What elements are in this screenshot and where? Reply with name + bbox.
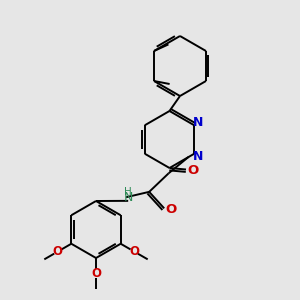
Text: N: N (193, 116, 203, 129)
Text: N: N (124, 191, 133, 204)
Text: O: O (165, 203, 176, 216)
Text: H: H (124, 188, 132, 197)
Text: O: O (91, 267, 101, 280)
Text: N: N (193, 150, 203, 163)
Text: O: O (129, 245, 139, 258)
Text: O: O (188, 164, 199, 177)
Text: O: O (53, 245, 63, 258)
